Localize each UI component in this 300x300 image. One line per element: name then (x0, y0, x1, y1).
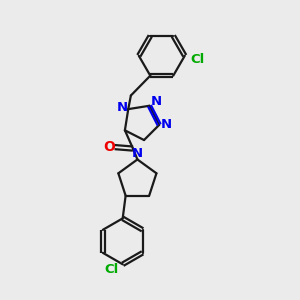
Text: N: N (132, 147, 143, 160)
Text: N: N (117, 100, 128, 114)
Text: N: N (150, 95, 161, 108)
Text: Cl: Cl (190, 53, 204, 66)
Text: O: O (103, 140, 115, 154)
Text: N: N (161, 118, 172, 131)
Text: Cl: Cl (104, 263, 118, 276)
